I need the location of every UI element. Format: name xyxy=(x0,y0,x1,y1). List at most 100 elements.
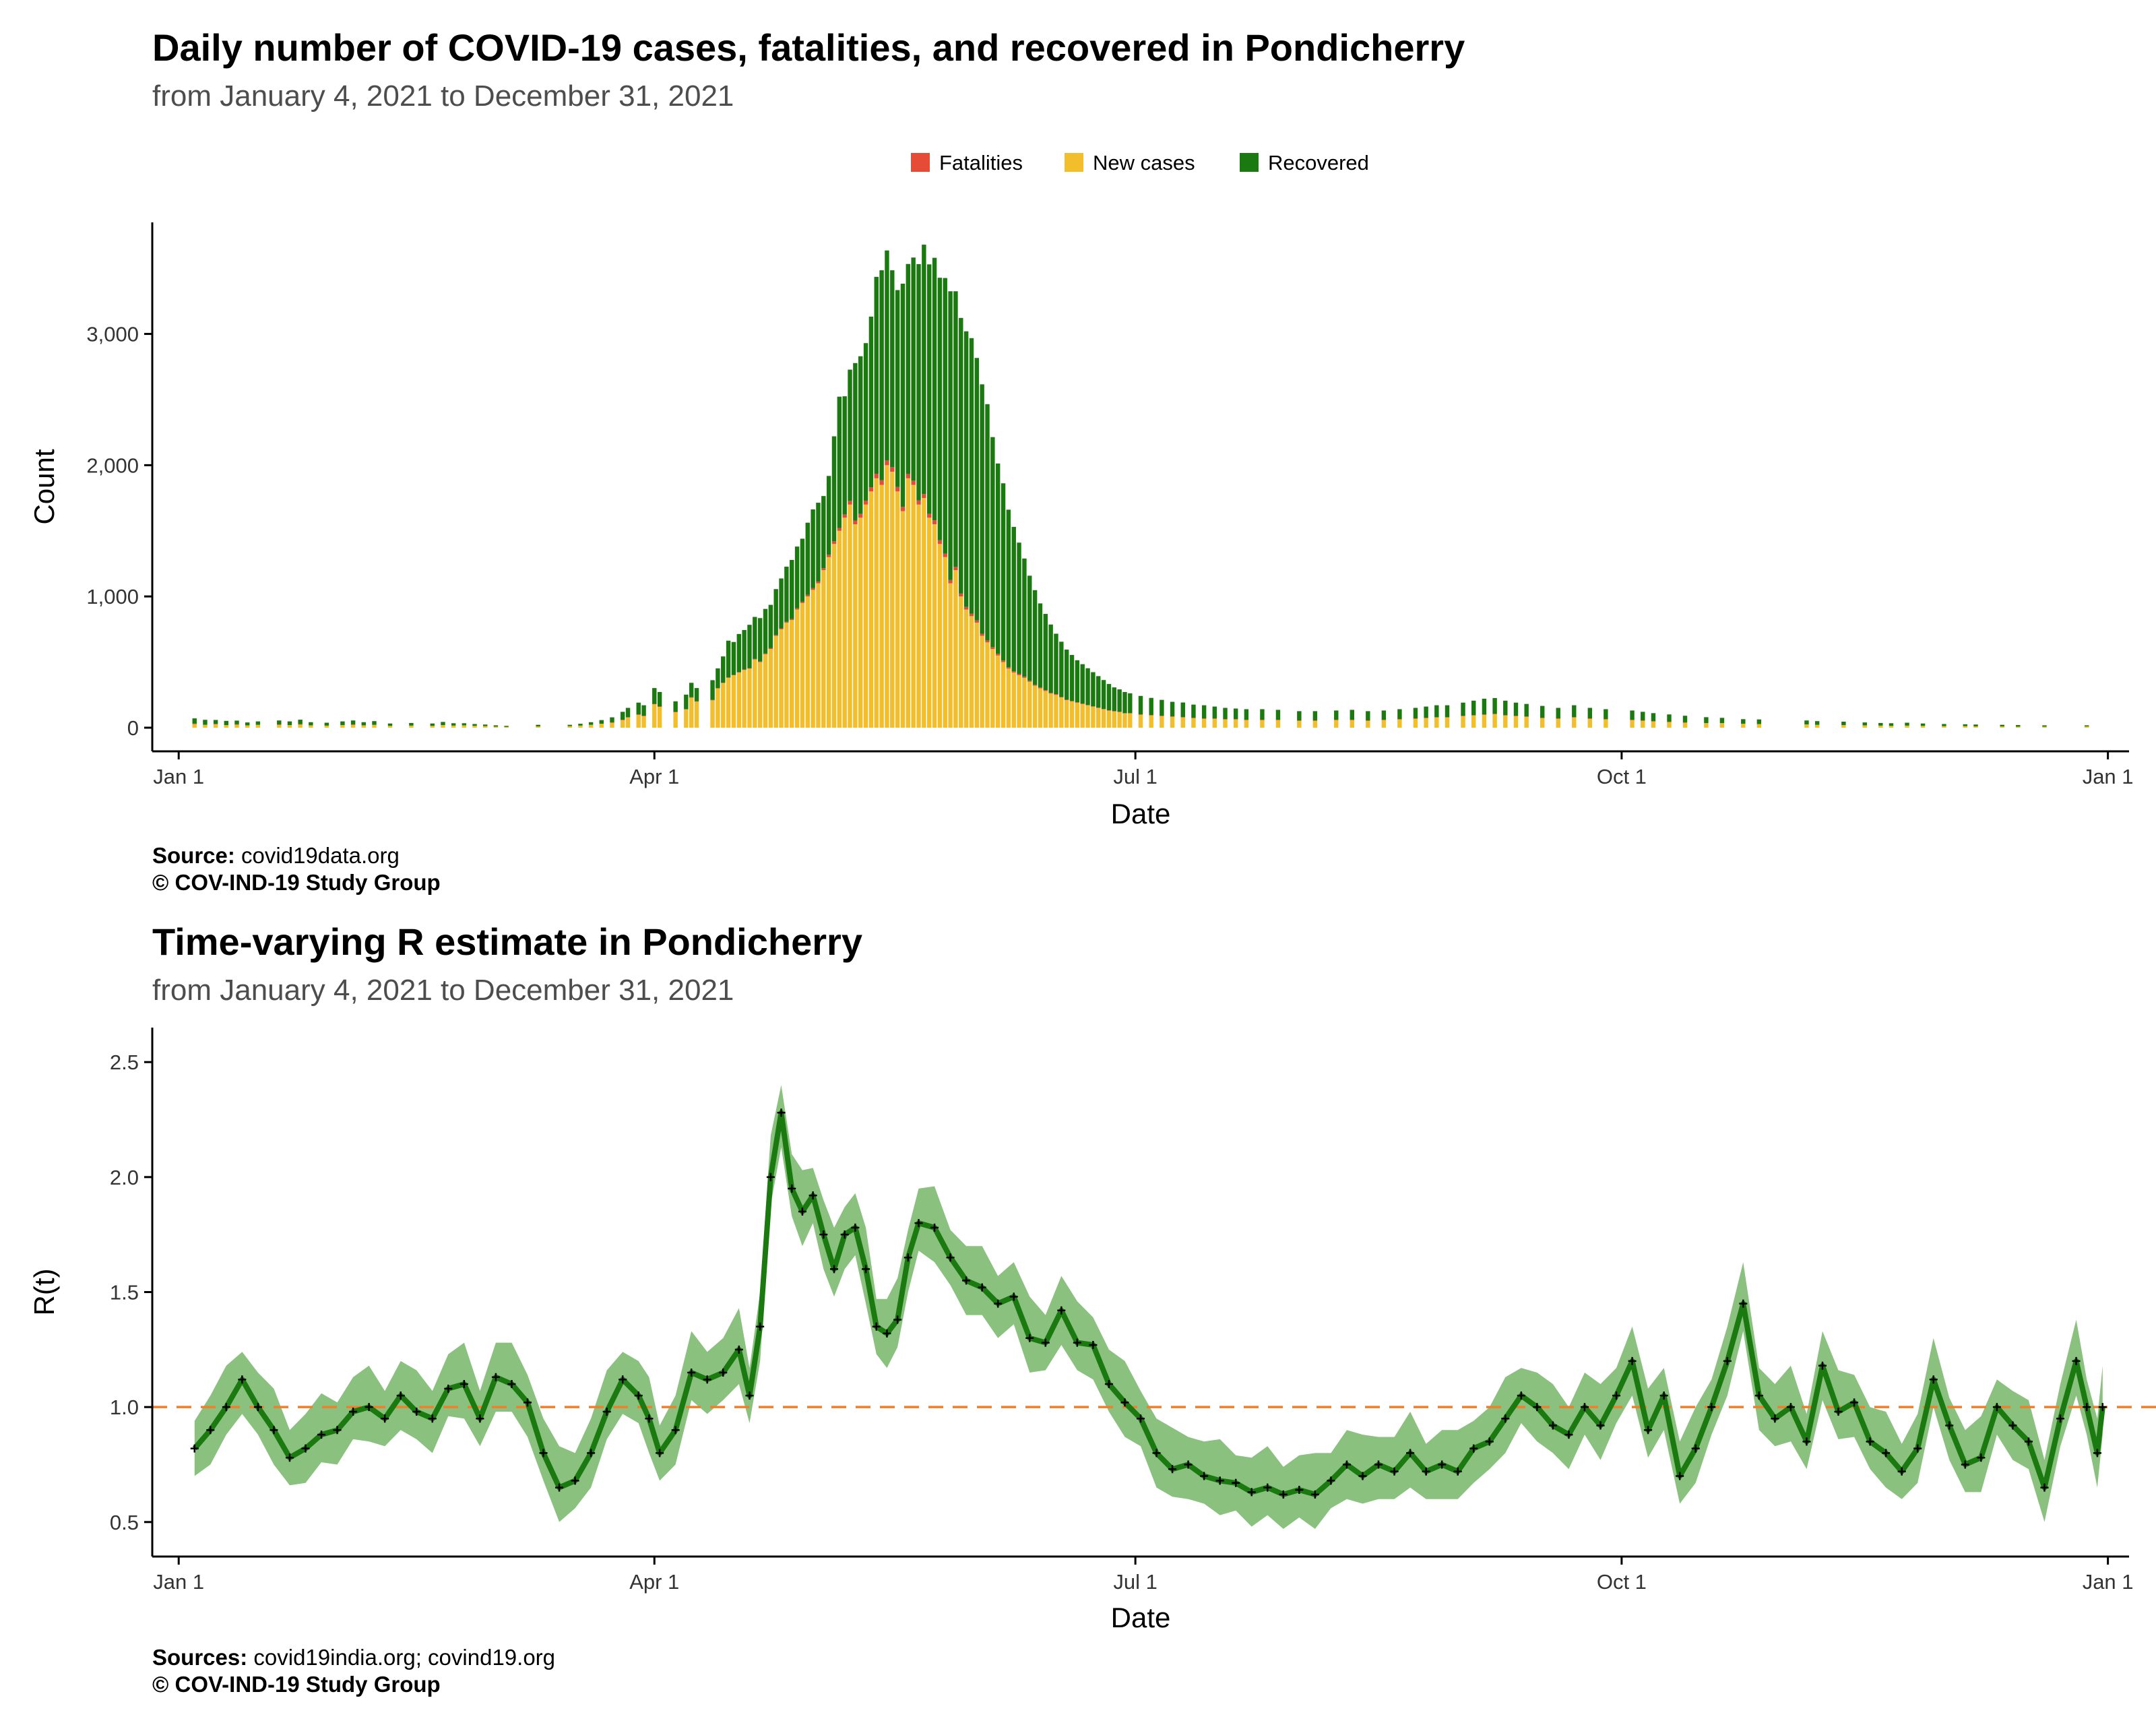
bar-recovered xyxy=(361,722,367,726)
bar-new-cases xyxy=(1223,719,1228,728)
bar-recovered xyxy=(441,722,445,726)
bar-recovered xyxy=(1054,633,1058,695)
bar-fatalities xyxy=(652,703,657,705)
bar-fatalities xyxy=(1397,719,1402,720)
top-x-tick-label: Jul 1 xyxy=(1113,765,1157,788)
rt-point xyxy=(1327,1476,1335,1485)
bar-recovered xyxy=(1275,710,1281,720)
rt-point xyxy=(2083,1403,2091,1412)
bar-fatalities xyxy=(1032,685,1038,686)
bar-new-cases xyxy=(1556,718,1560,728)
top-chart-title: Daily number of COVID-19 cases, fataliti… xyxy=(152,26,1465,69)
bar-recovered xyxy=(245,722,250,726)
rt-point xyxy=(893,1315,902,1324)
bar-new-cases xyxy=(963,609,969,728)
rt-point xyxy=(1184,1460,1193,1469)
bar-fatalities xyxy=(826,555,831,557)
rt-point xyxy=(1390,1467,1399,1476)
bar-new-cases xyxy=(652,703,657,728)
bar-new-cases xyxy=(710,700,715,728)
bar-fatalities xyxy=(657,706,662,707)
bar-recovered xyxy=(657,691,662,707)
rt-point xyxy=(1882,1449,1891,1457)
bar-new-cases xyxy=(387,726,393,728)
rt-point xyxy=(1992,1403,2001,1412)
bar-new-cases xyxy=(932,524,937,728)
bar-recovered xyxy=(779,578,784,629)
bar-recovered xyxy=(1942,724,1946,726)
bar-recovered xyxy=(1160,699,1164,716)
rt-point xyxy=(671,1426,680,1435)
bar-new-cases xyxy=(1106,710,1112,728)
bar-new-cases xyxy=(1513,716,1519,728)
bar-new-cases xyxy=(684,709,689,728)
bar-recovered xyxy=(953,291,958,567)
top-x-tick-label: Jan 1 xyxy=(2083,765,2134,788)
bar-fatalities xyxy=(794,608,800,610)
bar-new-cases xyxy=(1461,716,1465,728)
bar-recovered xyxy=(811,509,815,588)
bar-new-cases xyxy=(816,583,821,728)
bar-fatalities xyxy=(948,579,953,584)
rt-point xyxy=(1501,1414,1510,1423)
bar-recovered xyxy=(916,263,921,501)
bar-new-cases xyxy=(1604,719,1608,728)
bar-recovered xyxy=(2000,724,2004,726)
bar-new-cases xyxy=(610,722,614,728)
bottom-y-tick-label: 2.5 xyxy=(110,1050,139,1074)
top-x-tick-label: Apr 1 xyxy=(629,765,679,788)
bar-fatalities xyxy=(1027,681,1032,682)
rt-point xyxy=(1438,1460,1447,1469)
bar-new-cases xyxy=(1260,720,1265,728)
bar-recovered xyxy=(826,476,831,555)
bar-fatalities xyxy=(885,460,889,466)
legend-swatch-recovered xyxy=(1240,153,1259,172)
bar-new-cases xyxy=(906,478,911,728)
bottom-y-tick-label: 2.0 xyxy=(110,1166,139,1189)
bar-new-cases xyxy=(1201,718,1207,728)
top-copyright: © COV-IND-19 Study Group xyxy=(152,870,441,895)
rt-point xyxy=(1596,1421,1605,1430)
bar-new-cases xyxy=(1667,722,1672,728)
bar-fatalities xyxy=(879,480,884,485)
bar-new-cases xyxy=(763,654,768,728)
bar-recovered xyxy=(2042,725,2047,727)
top-x-tick-label: Oct 1 xyxy=(1597,765,1647,788)
bar-recovered xyxy=(409,722,414,726)
bar-recovered xyxy=(943,278,947,554)
bar-new-cases xyxy=(1027,681,1032,728)
bar-recovered xyxy=(1297,711,1302,721)
bottom-y-tick-label: 0.5 xyxy=(110,1511,139,1534)
bar-recovered xyxy=(922,245,926,495)
bar-recovered xyxy=(1149,697,1153,716)
rt-point xyxy=(1104,1380,1113,1389)
bar-recovered xyxy=(1138,695,1143,715)
rt-point xyxy=(2056,1414,2065,1423)
bar-fatalities xyxy=(1091,706,1096,707)
bar-new-cases xyxy=(879,484,884,728)
bar-recovered xyxy=(1651,713,1656,722)
bar-new-cases xyxy=(1920,726,1926,728)
top-x-tick-label: Jan 1 xyxy=(153,765,204,788)
bar-recovered xyxy=(990,437,995,648)
bar-recovered xyxy=(1059,641,1064,697)
bar-fatalities xyxy=(1366,720,1370,721)
rt-point xyxy=(798,1208,806,1216)
bar-recovered xyxy=(1630,710,1635,720)
bar-new-cases xyxy=(1682,722,1688,728)
bar-fatalities xyxy=(874,474,879,478)
bar-recovered xyxy=(689,683,694,697)
rt-point xyxy=(788,1184,796,1193)
bar-recovered xyxy=(1011,526,1016,672)
bottom-x-axis-title: Date xyxy=(1111,1602,1171,1633)
bar-new-cases xyxy=(1397,719,1402,728)
bar-recovered xyxy=(926,264,932,514)
bar-new-cases xyxy=(409,725,414,728)
bar-recovered xyxy=(213,720,218,724)
bar-fatalities xyxy=(911,480,916,485)
bar-fatalities xyxy=(1587,718,1593,719)
bar-recovered xyxy=(948,291,953,580)
bar-recovered xyxy=(753,617,757,659)
bar-new-cases xyxy=(959,596,963,728)
